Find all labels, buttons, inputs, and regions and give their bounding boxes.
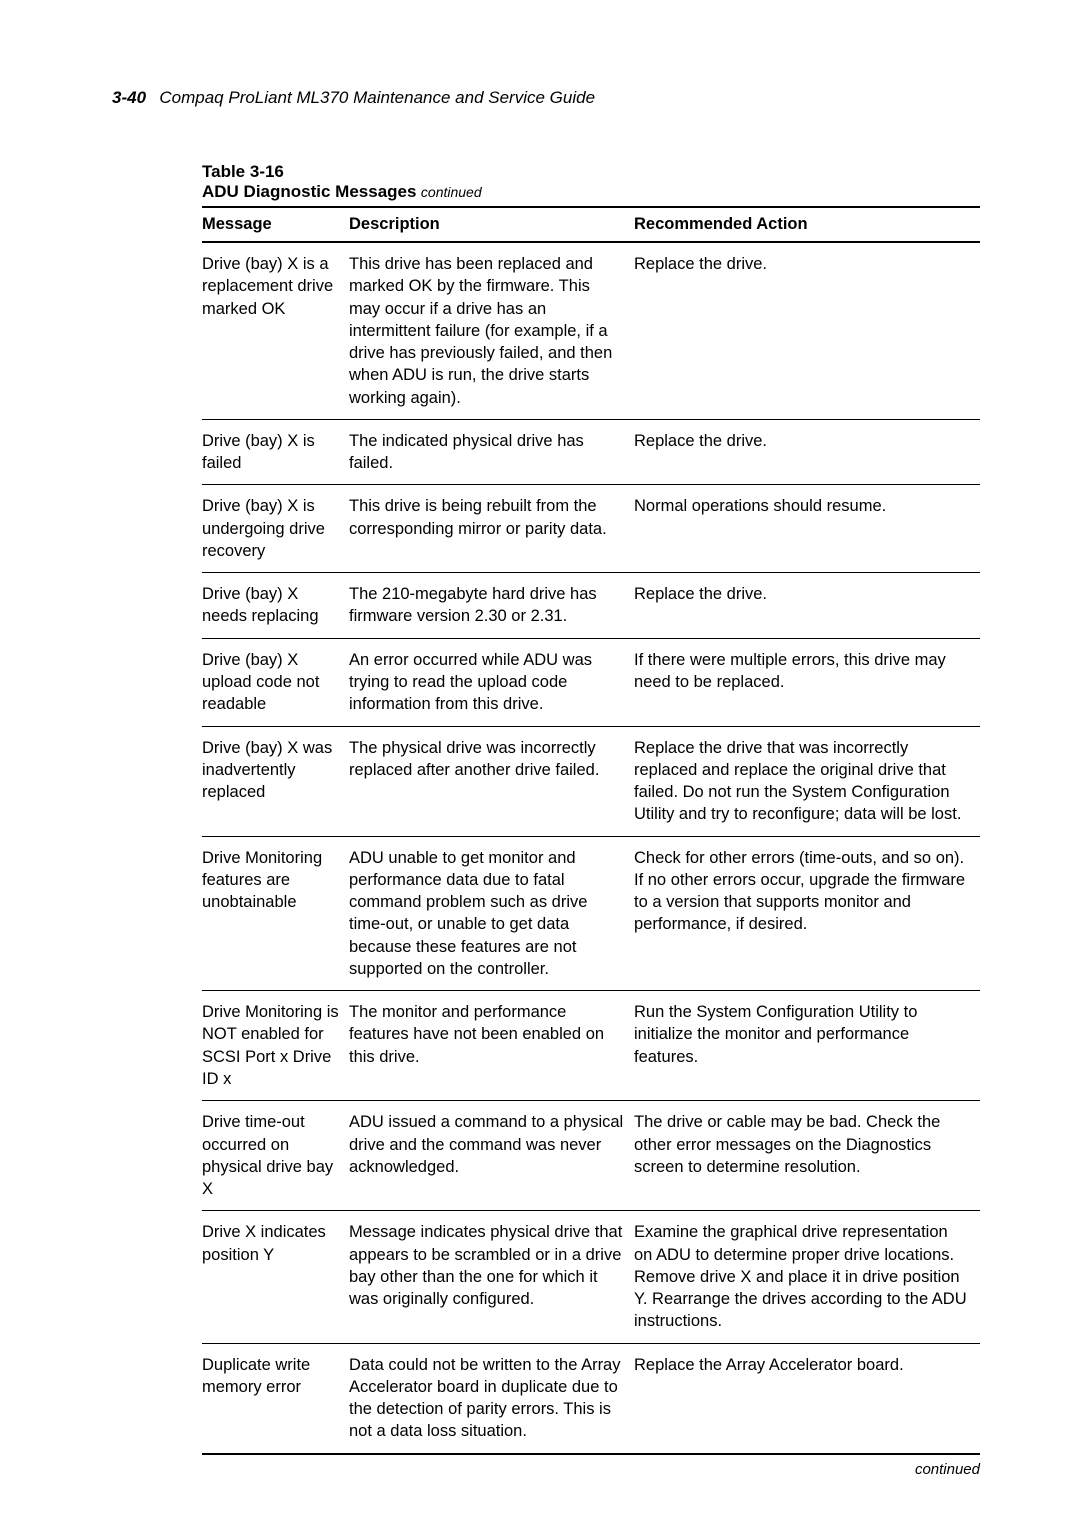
cell-message: Drive Monitoring is NOT enabled for SCSI… — [202, 991, 349, 1101]
table-container: Table 3-16 ADU Diagnostic Messages conti… — [202, 162, 980, 1478]
column-header-message: Message — [202, 207, 349, 242]
cell-message: Drive (bay) X was inadvertently replaced — [202, 726, 349, 836]
cell-message: Drive (bay) X is undergoing drive recove… — [202, 485, 349, 573]
cell-message: Drive (bay) X is a replacement drive mar… — [202, 242, 349, 419]
cell-description: This drive has been replaced and marked … — [349, 242, 634, 419]
table-row: Drive Monitoring is NOT enabled for SCSI… — [202, 991, 980, 1101]
cell-message: Drive (bay) X upload code not readable — [202, 638, 349, 726]
cell-action: Run the System Configuration Utility to … — [634, 991, 980, 1101]
column-header-action: Recommended Action — [634, 207, 980, 242]
table-footer: continued — [202, 1461, 980, 1478]
cell-description: Data could not be written to the Array A… — [349, 1343, 634, 1454]
page-header: 3-40 Compaq ProLiant ML370 Maintenance a… — [112, 88, 980, 108]
table-title-row: ADU Diagnostic Messages continued — [202, 182, 980, 202]
cell-message: Duplicate write memory error — [202, 1343, 349, 1454]
table-row: Drive (bay) X was inadvertently replaced… — [202, 726, 980, 836]
cell-description: Message indicates physical drive that ap… — [349, 1211, 634, 1343]
cell-description: An error occurred while ADU was trying t… — [349, 638, 634, 726]
cell-action: Replace the drive. — [634, 242, 980, 419]
cell-message: Drive (bay) X is failed — [202, 419, 349, 485]
cell-action: Replace the drive. — [634, 573, 980, 639]
table-title: ADU Diagnostic Messages — [202, 182, 416, 201]
cell-action: Replace the drive that was incorrectly r… — [634, 726, 980, 836]
page-title: Compaq ProLiant ML370 Maintenance and Se… — [159, 88, 595, 107]
table-row: Drive Monitoring features are unobtainab… — [202, 836, 980, 991]
cell-description: ADU issued a command to a physical drive… — [349, 1101, 634, 1211]
column-header-description: Description — [349, 207, 634, 242]
cell-message: Drive time-out occurred on physical driv… — [202, 1101, 349, 1211]
table-title-continued: continued — [421, 184, 482, 200]
page-number: 3-40 — [112, 88, 146, 107]
cell-action: The drive or cable may be bad. Check the… — [634, 1101, 980, 1211]
diagnostic-messages-table: Message Description Recommended Action D… — [202, 206, 980, 1455]
table-row: Drive (bay) X needs replacingThe 210-meg… — [202, 573, 980, 639]
table-number: Table 3-16 — [202, 162, 980, 182]
cell-message: Drive X indicates position Y — [202, 1211, 349, 1343]
cell-action: If there were multiple errors, this driv… — [634, 638, 980, 726]
cell-description: The 210-megabyte hard drive has firmware… — [349, 573, 634, 639]
table-row: Drive (bay) X upload code not readableAn… — [202, 638, 980, 726]
cell-action: Normal operations should resume. — [634, 485, 980, 573]
cell-action: Check for other errors (time-outs, and s… — [634, 836, 980, 991]
cell-description: The monitor and performance features hav… — [349, 991, 634, 1101]
cell-description: ADU unable to get monitor and performanc… — [349, 836, 634, 991]
table-row: Drive (bay) X is undergoing drive recove… — [202, 485, 980, 573]
table-row: Duplicate write memory errorData could n… — [202, 1343, 980, 1454]
cell-description: The physical drive was incorrectly repla… — [349, 726, 634, 836]
cell-description: The indicated physical drive has failed. — [349, 419, 634, 485]
cell-action: Replace the drive. — [634, 419, 980, 485]
table-row: Drive X indicates position YMessage indi… — [202, 1211, 980, 1343]
table-row: Drive (bay) X is failedThe indicated phy… — [202, 419, 980, 485]
cell-description: This drive is being rebuilt from the cor… — [349, 485, 634, 573]
table-header-row: Message Description Recommended Action — [202, 207, 980, 242]
table-row: Drive (bay) X is a replacement drive mar… — [202, 242, 980, 419]
table-body: Drive (bay) X is a replacement drive mar… — [202, 242, 980, 1454]
cell-action: Examine the graphical drive representati… — [634, 1211, 980, 1343]
cell-message: Drive (bay) X needs replacing — [202, 573, 349, 639]
page-container: 3-40 Compaq ProLiant ML370 Maintenance a… — [0, 0, 1080, 1538]
cell-action: Replace the Array Accelerator board. — [634, 1343, 980, 1454]
cell-message: Drive Monitoring features are unobtainab… — [202, 836, 349, 991]
table-row: Drive time-out occurred on physical driv… — [202, 1101, 980, 1211]
